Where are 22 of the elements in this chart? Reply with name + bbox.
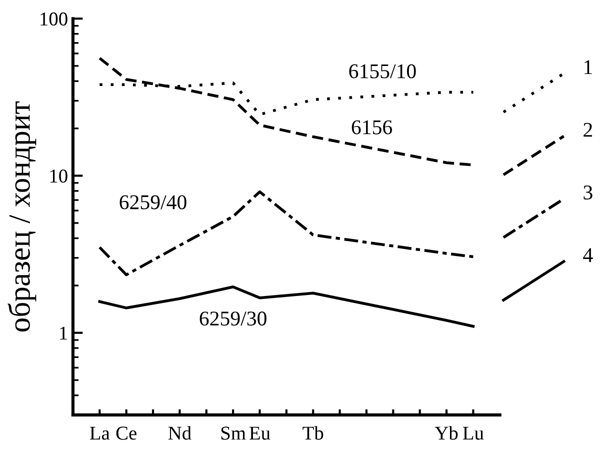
x-tick-label: Nd <box>168 426 192 440</box>
series-label: 6259/40 <box>120 195 186 210</box>
line-series <box>98 190 475 276</box>
x-tick-label: La <box>90 426 110 440</box>
y-tick-label: 1 <box>60 326 67 340</box>
series-label: 6155/10 <box>349 64 416 78</box>
x-tick-label: Tb <box>302 426 324 440</box>
x-tick-label: Ce <box>116 426 136 440</box>
x-tick-label: Sm <box>221 426 246 440</box>
text: 2 <box>584 122 592 137</box>
x-tick-label: Yb <box>434 426 458 440</box>
text: 4 <box>583 248 593 262</box>
text: 3 <box>584 186 592 200</box>
y-tick-label: 10 <box>50 170 68 183</box>
text: 1 <box>584 60 592 74</box>
x-tick-label: Lu <box>462 426 484 440</box>
x-tick-label: Eu <box>250 426 270 440</box>
y-tick-label: 100 <box>40 12 68 26</box>
series-label: 6156 <box>352 120 392 134</box>
series-label: 6259/30 <box>200 312 266 326</box>
line-series <box>98 286 475 328</box>
y-axis-title: образец / хондрит <box>8 101 36 332</box>
